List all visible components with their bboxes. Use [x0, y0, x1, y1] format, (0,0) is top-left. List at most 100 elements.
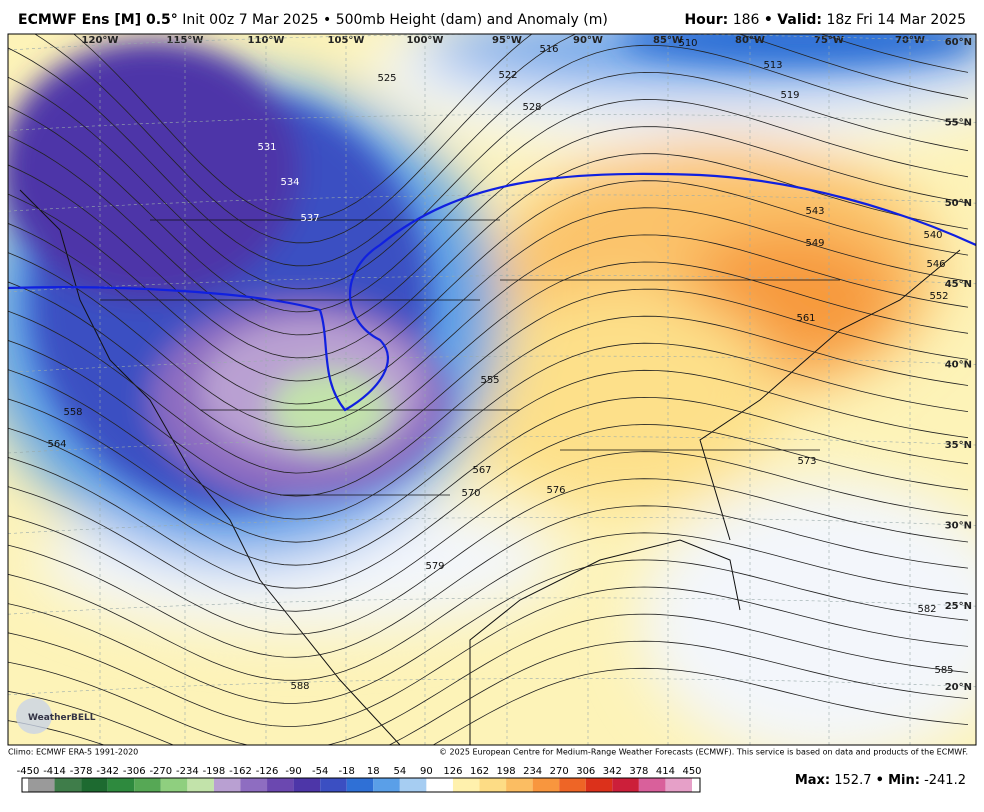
colorbar-tick-label: -414 — [43, 766, 66, 777]
contour-label: 531 — [257, 142, 276, 153]
latitude-label: 25°N — [945, 601, 972, 612]
height-contour — [8, 613, 969, 745]
longitude-label: 115°W — [167, 35, 204, 46]
latitude-label: 35°N — [945, 440, 972, 451]
colorbar-tick-label: 126 — [443, 766, 462, 777]
separator: • — [764, 12, 773, 28]
height-contour — [8, 369, 969, 543]
coastline — [19, 189, 961, 745]
contour-label: 537 — [300, 213, 319, 224]
colorbar-tick-label: 306 — [576, 766, 595, 777]
colorbar-swatch — [213, 778, 241, 792]
contour-label: 528 — [522, 102, 541, 113]
height-contour — [8, 451, 969, 612]
colorbar-tick-label: -234 — [176, 766, 199, 777]
colorbar-swatch — [54, 778, 82, 792]
max-label: Max: — [795, 773, 830, 788]
hour: 186 — [733, 12, 760, 28]
stats: Max: 152.7 • Min: -241.2 — [795, 773, 966, 788]
latitude-label: 40°N — [945, 359, 972, 370]
colorbar-swatch — [665, 778, 692, 792]
highlight-contour — [8, 172, 976, 412]
contour-label: 513 — [763, 60, 782, 71]
colorbar-tick-label: 414 — [656, 766, 675, 777]
parallel — [8, 436, 976, 454]
colorbar-swatch — [267, 778, 294, 792]
min-label: Min: — [888, 773, 920, 788]
borders — [100, 219, 840, 496]
contour-label: 549 — [805, 238, 824, 249]
colorbar-tick-label: 54 — [393, 766, 406, 777]
contour-label: 546 — [926, 259, 945, 270]
valid-label: Valid: — [777, 12, 822, 28]
colorbar-swatch — [346, 778, 374, 792]
contour-label: 582 — [917, 604, 936, 615]
height-contour — [8, 44, 969, 267]
colorbar-tick-label: 162 — [470, 766, 489, 777]
contour-label: 510 — [678, 38, 697, 49]
longitude-label: 85°W — [653, 35, 683, 46]
height-contour — [8, 342, 969, 520]
colorbar-tick-label: -306 — [123, 766, 146, 777]
parallel — [8, 678, 976, 696]
height-contour — [8, 234, 969, 428]
colorbar: -450 -414 -378 -342 -306 -270 -234 -198 -162 -126… — [17, 766, 702, 793]
colorbar-swatch — [532, 778, 560, 792]
colorbar-swatch — [134, 778, 161, 792]
colorbar-tick-label: -342 — [96, 766, 119, 777]
stats-separator: • — [876, 773, 884, 788]
colorbar-swatch — [612, 778, 639, 792]
contour-label: 525 — [377, 73, 396, 84]
height-contour — [8, 532, 969, 681]
colorbar-tick-label: 378 — [629, 766, 648, 777]
colorbar-swatch — [373, 778, 400, 792]
contour-label: 567 — [472, 465, 491, 476]
parallel — [8, 113, 976, 131]
contour-label: 534 — [280, 177, 299, 188]
longitude-label: 95°W — [492, 35, 522, 46]
colorbar-tick-label: -450 — [17, 766, 40, 777]
graticule: 120°W 115°W 110°W 105°W 100°W 95°W 90°W 85°W 80°… — [8, 34, 976, 745]
colorbar-tick-label: -270 — [149, 766, 172, 777]
longitude-label: 110°W — [248, 35, 285, 46]
height-contour — [8, 207, 969, 405]
colorbar-tick-label: 234 — [523, 766, 542, 777]
colorbar-tick-label: 198 — [497, 766, 516, 777]
colorbar-swatch — [28, 778, 55, 792]
height-contour — [8, 586, 969, 727]
contour-label: 576 — [546, 485, 565, 496]
longitude-label: 120°W — [82, 35, 119, 46]
height-contour — [8, 71, 969, 290]
colorbar-swatch — [293, 778, 321, 792]
height-contour — [8, 559, 969, 704]
climo: Climo: ECMWF ERA-5 1991-2020 — [8, 748, 138, 757]
height-contour — [8, 505, 969, 658]
colorbar-tick-label: 450 — [682, 766, 701, 777]
colorbar-swatch — [107, 778, 135, 792]
logo: WeatherBELL — [28, 713, 96, 723]
height-contour — [8, 478, 969, 635]
latitude-label: 45°N — [945, 279, 972, 290]
colorbar-frame — [21, 777, 701, 793]
contour-label: 540 — [923, 230, 942, 241]
contour-label: 561 — [796, 313, 815, 324]
colorbar-tick-label: -162 — [229, 766, 252, 777]
contour-label: 588 — [290, 681, 309, 692]
parallel — [8, 597, 976, 615]
height-contour — [8, 180, 969, 382]
height-contour — [8, 261, 969, 451]
height-contour — [8, 396, 969, 566]
colorbar-swatch — [506, 778, 533, 792]
contour-label: 579 — [425, 561, 444, 572]
contour-label: 558 — [63, 407, 82, 418]
height-contour — [8, 99, 969, 313]
contours — [8, 34, 969, 745]
contour-label: 585 — [934, 665, 953, 676]
colorbar-tick-label: 18 — [367, 766, 380, 777]
max: 152.7 — [834, 773, 871, 788]
colorbar-swatch — [559, 778, 586, 792]
parallel — [8, 275, 976, 293]
colorbar-swatch — [585, 778, 613, 792]
colorbar-swatch — [399, 778, 427, 792]
longitude-label: 90°W — [573, 35, 603, 46]
